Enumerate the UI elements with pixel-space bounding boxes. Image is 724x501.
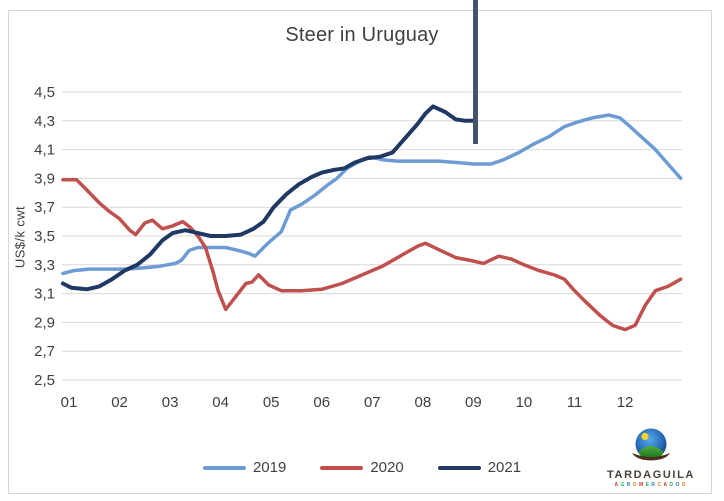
logo-subtext-letter: A xyxy=(663,482,670,488)
logo-sun xyxy=(641,432,649,441)
y-tick-label: 3,1 xyxy=(34,286,55,303)
legend-swatch-2020 xyxy=(320,465,364,470)
logo-subtext-letter: R xyxy=(626,482,633,488)
logo: TARDAGUILA AGROMERCADOS xyxy=(598,426,704,488)
y-tick-label: 3,5 xyxy=(34,228,55,245)
y-tick-label: 3,3 xyxy=(34,257,55,274)
x-tick-label: 06 xyxy=(313,394,330,411)
x-tick-label: 05 xyxy=(263,394,280,411)
legend-item-2019: 2019 xyxy=(202,459,287,476)
logo-subtext: AGROMERCADOS xyxy=(598,483,704,488)
y-tick-label: 3,7 xyxy=(34,199,55,216)
legend-item-2020: 2020 xyxy=(320,459,404,476)
chart-title: Steer in Uruguay xyxy=(285,24,439,46)
legend-label: 2019 xyxy=(252,459,287,476)
y-tick-label: 2,7 xyxy=(34,343,55,360)
logo-subtext-letter: O xyxy=(675,482,682,488)
legend-label: 2020 xyxy=(370,459,404,476)
series-2021-line xyxy=(60,104,478,292)
logo-subtext-letter: A xyxy=(614,482,621,488)
x-tick-label: 08 xyxy=(415,394,432,411)
legend-item-2021: 2021 xyxy=(437,459,522,476)
x-tick-label: 09 xyxy=(465,394,482,411)
x-tick-label: 04 xyxy=(212,394,229,411)
legend: 2019 2020 2021 xyxy=(0,459,724,476)
legend-swatch-2021 xyxy=(437,465,481,470)
legend-swatch-2019 xyxy=(202,465,246,470)
logo-subtext-letter: C xyxy=(657,482,664,488)
y-tick-label: 4,3 xyxy=(34,113,55,130)
logo-subtext-letter: D xyxy=(669,482,676,488)
logo-subtext-letter: M xyxy=(639,482,646,488)
x-tick-label: 10 xyxy=(516,394,533,411)
x-tick-label: 07 xyxy=(364,394,381,411)
logo-subtext-letter: S xyxy=(681,482,688,488)
series-2020-line xyxy=(61,178,683,332)
annotation-vertical-line xyxy=(473,0,479,144)
x-tick-label: 11 xyxy=(567,394,583,411)
y-tick-label: 3,9 xyxy=(34,170,55,187)
x-tick-label: 03 xyxy=(162,394,179,411)
logo-ground xyxy=(632,453,670,461)
series-2019-line xyxy=(61,113,683,276)
logo-hill xyxy=(635,446,667,457)
x-tick-label: 01 xyxy=(61,394,78,411)
legend-label: 2021 xyxy=(487,459,522,476)
y-tick-label: 4,5 xyxy=(34,84,55,101)
y-tick-label: 2,5 xyxy=(34,372,55,389)
logo-subtext-letter: R xyxy=(651,482,658,488)
chart-frame xyxy=(8,10,712,494)
logo-subtext-letter: O xyxy=(632,482,640,488)
logo-name: TARDAGUILA xyxy=(607,469,695,481)
y-tick-label: 2,9 xyxy=(34,314,55,331)
logo-subtext-letter: G xyxy=(620,482,627,488)
logo-subtext-letter: E xyxy=(645,482,652,488)
logo-globe-icon xyxy=(632,428,670,461)
x-tick-label: 02 xyxy=(111,394,128,411)
x-tick-label: 12 xyxy=(617,394,634,411)
y-tick-label: 4,1 xyxy=(34,142,55,159)
